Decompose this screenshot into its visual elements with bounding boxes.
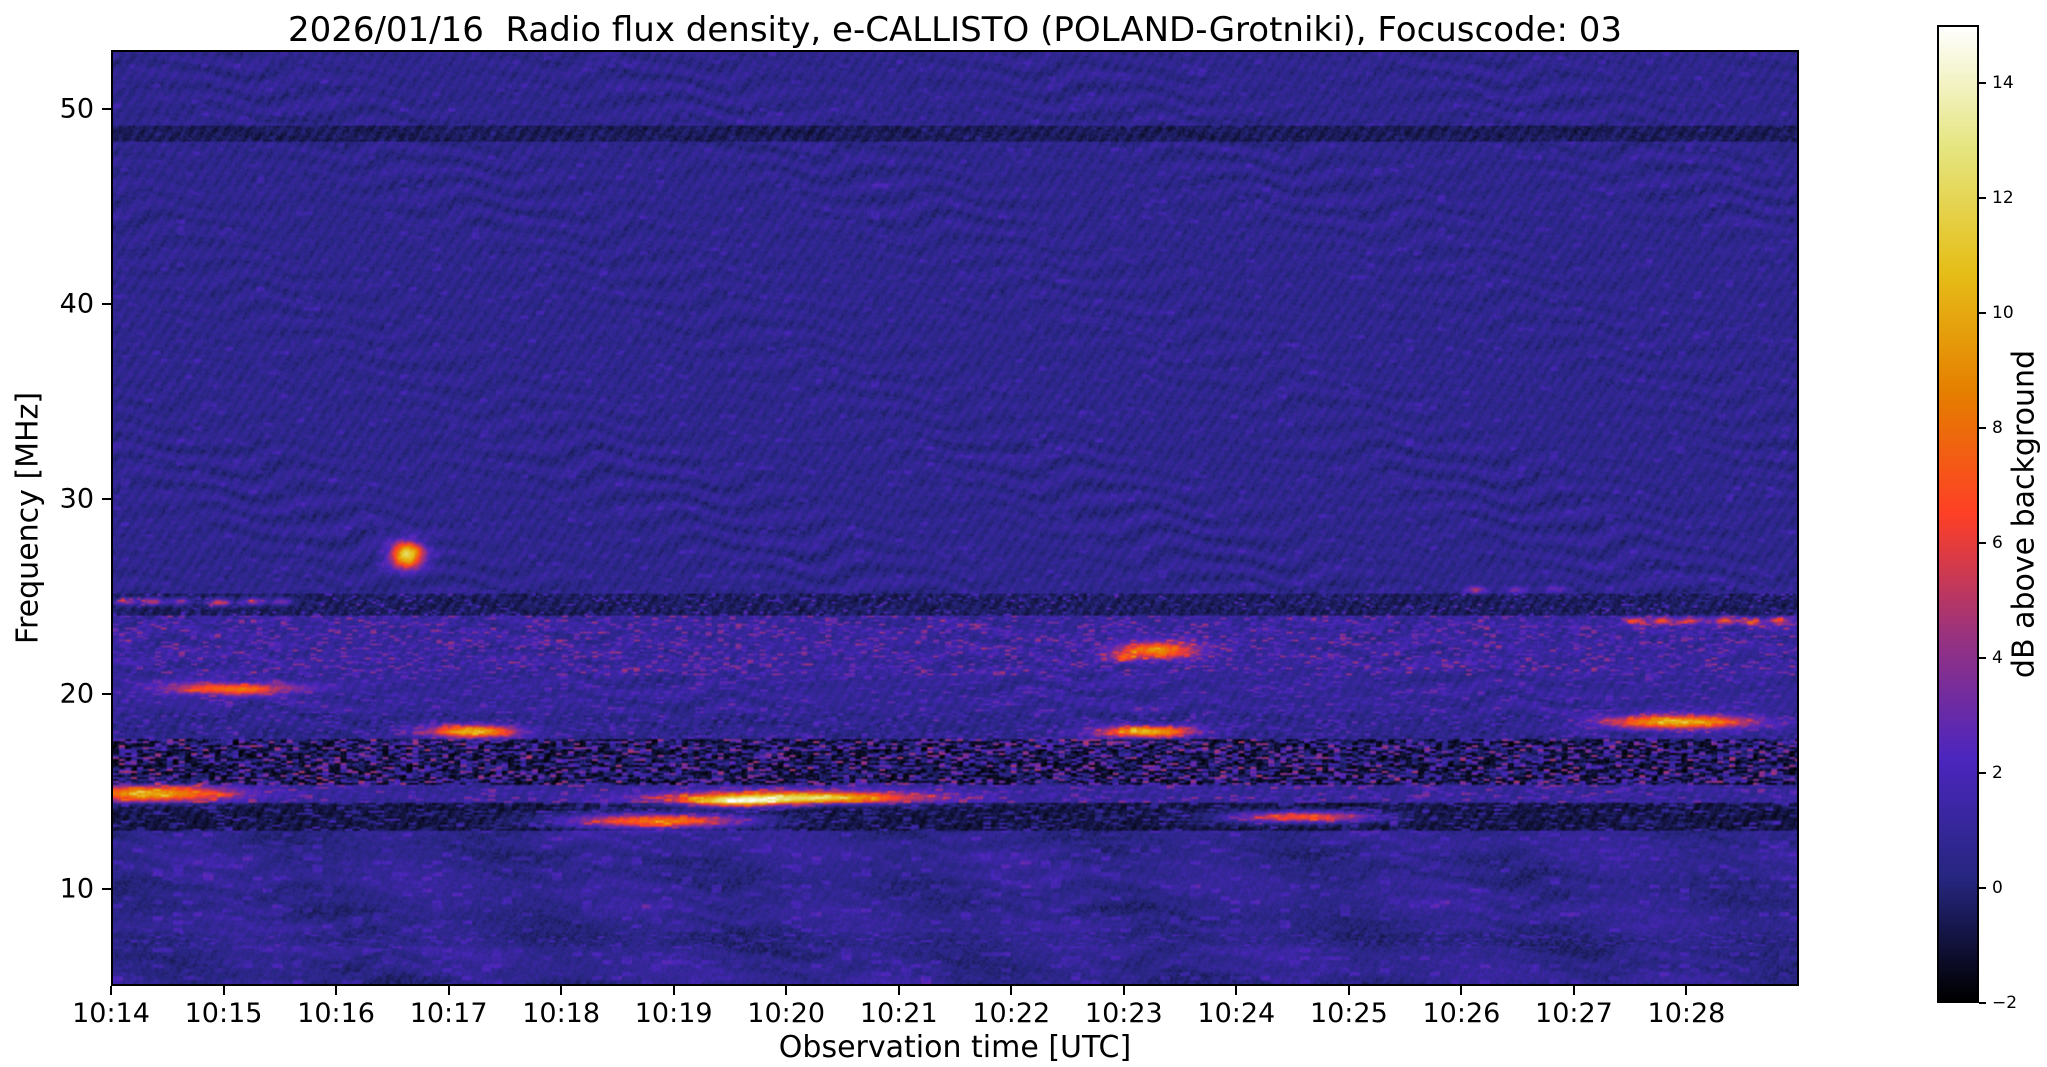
colorbar-tick-label: 12 bbox=[1992, 187, 2014, 208]
x-tick-mark bbox=[447, 986, 450, 995]
colorbar-tick-mark bbox=[1979, 771, 1986, 774]
x-tick-mark bbox=[1010, 986, 1013, 995]
x-tick-label: 10:19 bbox=[634, 998, 713, 1029]
y-tick-mark bbox=[102, 692, 111, 695]
x-tick-label: 10:17 bbox=[409, 998, 488, 1029]
x-tick-mark bbox=[1460, 986, 1463, 995]
x-tick-label: 10:15 bbox=[184, 998, 263, 1029]
x-tick-mark bbox=[897, 986, 900, 995]
x-tick-mark bbox=[335, 986, 338, 995]
y-tick-label: 10 bbox=[59, 873, 94, 904]
colorbar-tick-label: 0 bbox=[1992, 877, 2003, 898]
y-tick-label: 20 bbox=[59, 678, 94, 709]
colorbar-tick-mark bbox=[1979, 311, 1986, 314]
colorbar-tick-mark bbox=[1979, 541, 1986, 544]
x-tick-mark bbox=[1235, 986, 1238, 995]
x-tick-label: 10:16 bbox=[297, 998, 375, 1029]
y-tick-mark bbox=[102, 302, 111, 305]
spectrogram-canvas bbox=[113, 52, 1797, 984]
colorbar-tick-label: 8 bbox=[1992, 417, 2003, 438]
colorbar-tick-label: 14 bbox=[1992, 72, 2014, 93]
x-tick-label: 10:23 bbox=[1084, 998, 1163, 1029]
colorbar-tick-mark bbox=[1979, 1002, 1986, 1004]
x-tick-mark bbox=[1347, 986, 1350, 995]
x-tick-mark bbox=[222, 986, 225, 995]
colorbar-tick-label: 6 bbox=[1992, 532, 2003, 553]
x-tick-label: 10:18 bbox=[522, 998, 601, 1029]
x-tick-mark bbox=[560, 986, 563, 995]
x-tick-label: 10:27 bbox=[1535, 998, 1613, 1029]
colorbar-tick-label: −2 bbox=[1992, 993, 2018, 1013]
colorbar-tick-mark bbox=[1979, 886, 1986, 889]
colorbar-label: dB above background bbox=[2006, 349, 2042, 679]
x-tick-label: 10:20 bbox=[747, 998, 826, 1029]
plot-area bbox=[111, 50, 1799, 986]
colorbar bbox=[1937, 25, 1979, 1003]
y-tick-label: 30 bbox=[59, 483, 94, 514]
colorbar-tick-mark bbox=[1979, 426, 1986, 429]
colorbar-tick-label: 4 bbox=[1992, 647, 2003, 668]
x-tick-mark bbox=[1572, 986, 1575, 995]
colorbar-tick-label: 10 bbox=[1992, 302, 2014, 323]
x-tick-mark bbox=[672, 986, 675, 995]
y-tick-mark bbox=[102, 107, 111, 110]
y-tick-label: 50 bbox=[59, 93, 94, 124]
colorbar-tick-mark bbox=[1979, 81, 1986, 84]
x-tick-label: 10:21 bbox=[859, 998, 938, 1029]
y-tick-mark bbox=[102, 497, 111, 500]
y-tick-label: 40 bbox=[59, 288, 94, 319]
x-tick-label: 10:25 bbox=[1309, 998, 1388, 1029]
x-tick-mark bbox=[110, 986, 112, 995]
colorbar-tick-mark bbox=[1979, 656, 1986, 659]
x-tick-label: 10:28 bbox=[1647, 998, 1726, 1029]
colorbar-canvas bbox=[1939, 27, 1977, 1001]
x-axis-label: Observation time [UTC] bbox=[778, 1030, 1132, 1065]
chart-title: 2026/01/16 Radio flux density, e-CALLIST… bbox=[287, 10, 1623, 50]
colorbar-tick-mark bbox=[1979, 196, 1986, 199]
x-tick-label: 10:22 bbox=[972, 998, 1051, 1029]
x-tick-mark bbox=[785, 986, 788, 995]
x-tick-mark bbox=[1685, 986, 1688, 995]
y-axis-label: Frequency [MHz] bbox=[10, 391, 46, 645]
x-tick-mark bbox=[1122, 986, 1125, 995]
y-tick-mark bbox=[102, 887, 111, 890]
x-tick-label: 10:24 bbox=[1197, 998, 1276, 1029]
colorbar-tick-label: 2 bbox=[1992, 762, 2003, 783]
x-tick-label: 10:26 bbox=[1422, 998, 1501, 1029]
x-tick-label: 10:14 bbox=[72, 998, 150, 1029]
